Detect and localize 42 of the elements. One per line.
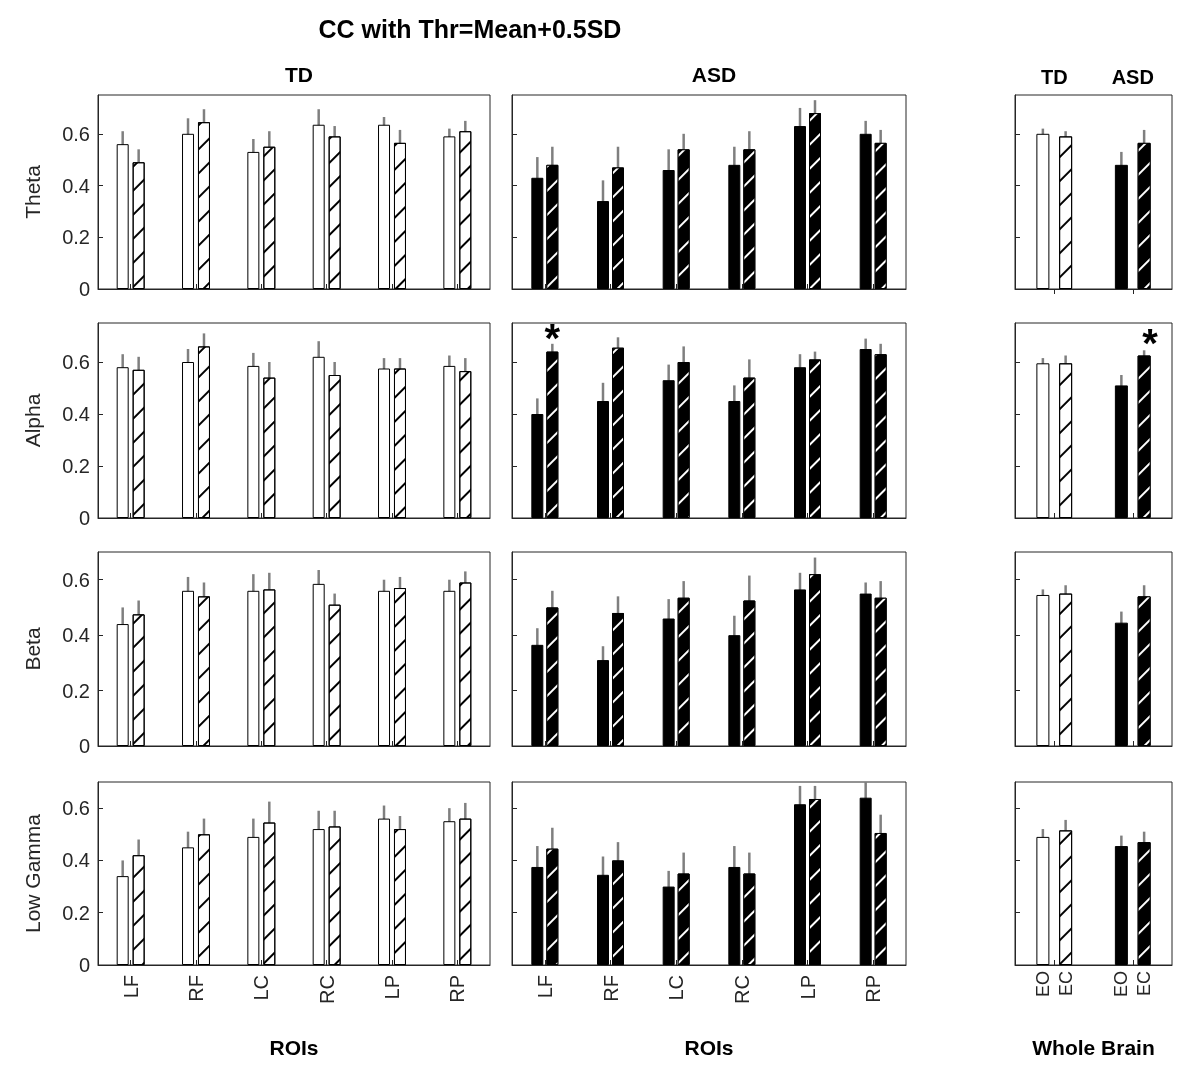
y-tick-label: 0 bbox=[78, 735, 90, 757]
x-tick-label: LC bbox=[665, 975, 688, 1001]
annotation: * bbox=[1142, 321, 1159, 365]
y-tick-label: 0.4 bbox=[62, 624, 90, 647]
text: EO bbox=[1032, 971, 1053, 998]
y-tick-label: 0.6 bbox=[62, 568, 90, 591]
x-tick-label: RC bbox=[730, 975, 753, 1004]
y-tick-label: 0.2 bbox=[62, 901, 90, 924]
y-tick-label: 0.6 bbox=[62, 797, 90, 820]
y-axis-title: Low Gamma bbox=[21, 813, 44, 934]
y-axis-title: Theta bbox=[21, 164, 44, 219]
x-axis-title: ROIs bbox=[269, 1036, 319, 1059]
y-tick-label: 0.6 bbox=[62, 351, 90, 373]
x-tick-label: RF bbox=[599, 975, 622, 1002]
x-tick-label: RP bbox=[862, 975, 885, 1003]
y-tick-label: 0.2 bbox=[62, 679, 90, 702]
y-axis-title: Alpha bbox=[21, 393, 44, 448]
text: EC bbox=[1055, 971, 1076, 997]
y-tick-label: 0.4 bbox=[62, 403, 90, 425]
y-tick-label: 0.4 bbox=[62, 174, 90, 197]
text: EO bbox=[1111, 971, 1132, 998]
x-tick-label: RC bbox=[315, 975, 338, 1004]
y-tick-label: 0.6 bbox=[62, 122, 90, 145]
y-tick-label: 0.2 bbox=[62, 455, 90, 477]
y-tick-label: 0 bbox=[78, 278, 90, 300]
x-tick-label: RP bbox=[446, 975, 469, 1003]
text: EC bbox=[1134, 971, 1155, 997]
x-tick-label: LP bbox=[796, 975, 819, 1000]
y-tick-label: 0.4 bbox=[62, 849, 90, 872]
y-tick-label: 0 bbox=[78, 954, 90, 976]
x-tick-label: RF bbox=[185, 975, 207, 1002]
x-tick-label: LC bbox=[250, 975, 273, 1001]
y-axis-title: Beta bbox=[21, 627, 44, 671]
x-axis-title: Whole Brain bbox=[1032, 1036, 1155, 1059]
y-tick-label: 0.2 bbox=[62, 226, 90, 249]
x-tick-label: LF bbox=[119, 975, 142, 999]
x-tick-label: LP bbox=[381, 975, 403, 1000]
x-tick-label: LF bbox=[533, 975, 556, 999]
x-axis-title: ROIs bbox=[684, 1036, 734, 1059]
y-tick-label: 0 bbox=[78, 507, 90, 529]
chart-title: CC with Thr=Mean+0.5SD bbox=[318, 15, 622, 44]
annotation: * bbox=[544, 315, 561, 360]
